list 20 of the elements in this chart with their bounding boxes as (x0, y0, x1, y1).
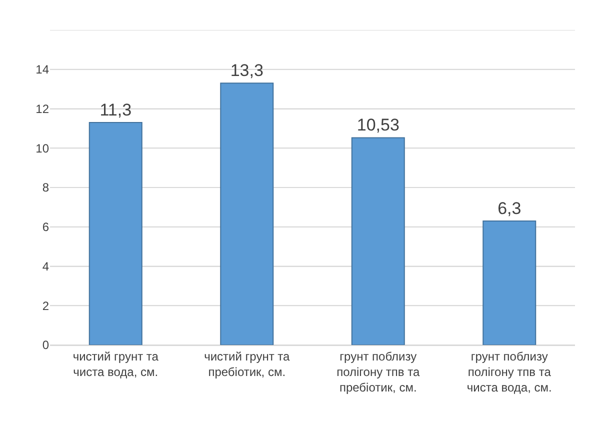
data-label: 13,3 (230, 61, 264, 80)
y-tick-label: 14 (36, 62, 50, 77)
x-tick-label: грунт поблизу полігону тпв та чиста вода, см. (466, 349, 552, 395)
y-tick-label: 10 (36, 141, 50, 156)
y-tick-label: 2 (42, 298, 50, 313)
x-tick-label: грунт поблизу полігону тпв та пребіотик, см. (336, 349, 420, 395)
x-tick-label: чистий грунт та чиста вода, см. (72, 349, 159, 379)
y-tick-label: 0 (42, 338, 50, 352)
bar (351, 137, 405, 345)
bar (220, 82, 274, 345)
x-tick-label: чистий грунт та пребіотик, см. (204, 349, 290, 379)
y-tick-label: 4 (42, 259, 50, 274)
data-label: 6,3 (498, 198, 522, 218)
y-tick-label: 12 (36, 102, 50, 116)
data-label: 10,53 (356, 116, 400, 135)
bar (88, 122, 142, 345)
bar (482, 220, 536, 345)
y-tick-label: 6 (42, 220, 50, 234)
y-tick-label: 8 (42, 180, 50, 195)
data-label: 11,3 (100, 100, 132, 120)
